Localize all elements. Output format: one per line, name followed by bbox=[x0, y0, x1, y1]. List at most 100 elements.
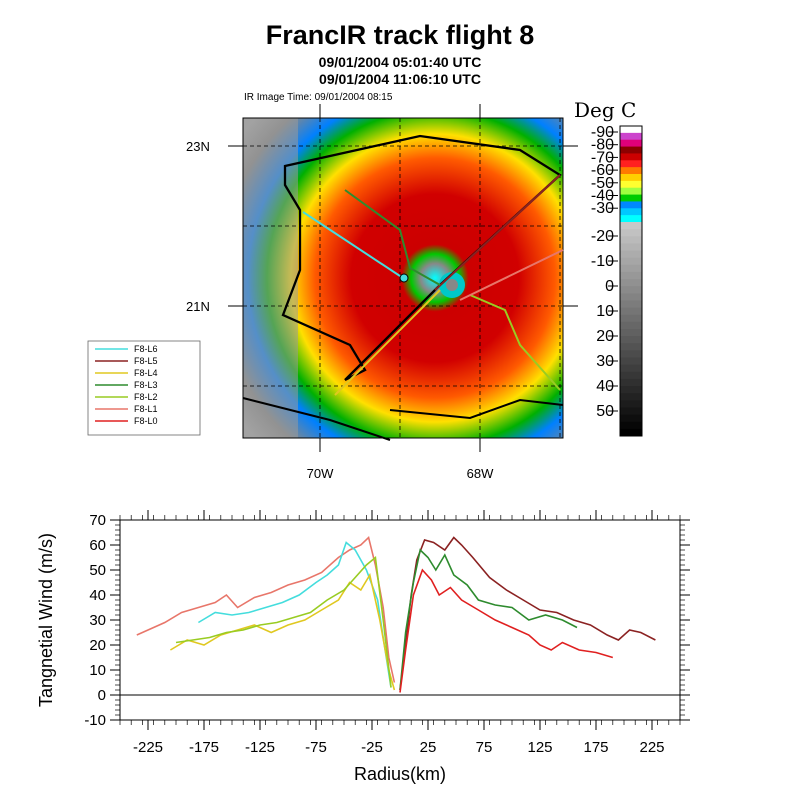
map-axis-labels: 23N 21N 70W 68W bbox=[186, 139, 494, 481]
legend-label: F8-L1 bbox=[134, 404, 158, 414]
y-tick-label: 40 bbox=[89, 587, 106, 604]
legend-label: F8-L0 bbox=[134, 416, 158, 426]
colorbar-label: -60 bbox=[591, 162, 614, 179]
colorbar-gray-swatch bbox=[620, 264, 642, 273]
track-leg-f8-l0 bbox=[389, 398, 564, 420]
colorbar-gray-swatch bbox=[620, 350, 642, 359]
colorbar-gray-swatch bbox=[620, 257, 642, 266]
series-line-1 bbox=[197, 541, 392, 688]
colorbar-swatch bbox=[620, 160, 642, 168]
x-tick-label: -225 bbox=[133, 739, 163, 756]
coastline-south bbox=[242, 397, 391, 441]
colorbar-label: 20 bbox=[596, 328, 614, 345]
colorbar-gray-swatch bbox=[620, 286, 642, 294]
legend-label: F8-L5 bbox=[134, 356, 158, 366]
colorbar-swatch bbox=[620, 167, 642, 175]
y-tick-label: 60 bbox=[89, 537, 106, 554]
colorbar-gray-swatch bbox=[620, 386, 642, 394]
x-tick-label: 75 bbox=[476, 739, 493, 756]
colorbar-label: 50 bbox=[596, 403, 614, 420]
flight-track bbox=[281, 134, 564, 420]
colorbar-gray-swatch bbox=[620, 378, 642, 387]
colorbar-gray-swatch bbox=[620, 271, 642, 280]
colorbar-label: -40 bbox=[591, 188, 614, 205]
coastline bbox=[242, 397, 391, 441]
colorbar-swatch bbox=[620, 139, 642, 148]
x-tick-label: 225 bbox=[639, 739, 664, 756]
colorbar-label: -80 bbox=[591, 137, 614, 154]
colorbar-gray-swatch bbox=[620, 293, 642, 301]
colorbar-gray-swatch bbox=[620, 371, 642, 380]
map-tick-marks bbox=[228, 104, 578, 452]
legend-label: F8-L4 bbox=[134, 368, 158, 378]
colorbar-label: -50 bbox=[591, 175, 614, 192]
track-start-marker bbox=[399, 273, 409, 283]
colorbar-swatch bbox=[620, 215, 642, 223]
colorbar-gray-swatch bbox=[620, 321, 642, 330]
colorbar-swatch bbox=[620, 180, 642, 189]
colorbar-gray-swatch bbox=[620, 314, 642, 323]
legend-label: F8-L3 bbox=[134, 380, 158, 390]
colorbar-gray-swatch bbox=[620, 307, 642, 316]
storm-eye-center bbox=[446, 279, 458, 291]
track-leg-f8-l2 bbox=[469, 294, 561, 391]
colorbar-swatch bbox=[620, 208, 642, 216]
colorbar-frame bbox=[619, 125, 643, 437]
colorbar-swatch bbox=[620, 194, 642, 202]
x-tick-label: -125 bbox=[245, 739, 275, 756]
colorbar-label: 30 bbox=[596, 353, 614, 370]
colorbar-gray-swatch bbox=[620, 414, 642, 423]
y-tick-label: 70 bbox=[89, 512, 106, 529]
colorbar-gray-swatch bbox=[620, 400, 642, 408]
x-tick-label: 175 bbox=[583, 739, 608, 756]
track-leg-f8-l1 bbox=[459, 249, 564, 301]
y-tick-label: 30 bbox=[89, 612, 106, 629]
track-leg-f8-l4 bbox=[334, 289, 441, 396]
map-frame bbox=[242, 117, 564, 439]
legend-label: F8-L2 bbox=[134, 392, 158, 402]
legend-label: F8-L6 bbox=[134, 344, 158, 354]
colorbar-label: 40 bbox=[596, 378, 614, 395]
chart-series bbox=[136, 535, 656, 693]
track-leg-f8-l5 bbox=[434, 174, 561, 291]
y-tick-label: 0 bbox=[98, 687, 106, 704]
ir-image-time: IR Image Time: 09/01/2004 08:15 bbox=[244, 92, 393, 103]
y-tick-label: 50 bbox=[89, 562, 106, 579]
colorbar-gray-swatch bbox=[620, 407, 642, 416]
y-tick-label: -10 bbox=[84, 712, 106, 729]
colorbar-gray-swatch bbox=[620, 329, 642, 337]
colorbar-label: 0 bbox=[605, 278, 614, 295]
colorbar-gray-swatch bbox=[620, 229, 642, 237]
colorbar-gray-swatch bbox=[620, 300, 642, 309]
colorbar-gray-swatch bbox=[620, 250, 642, 259]
colorbar-gray-swatch bbox=[620, 236, 642, 244]
lat-label-21n: 21N bbox=[186, 299, 210, 314]
x-tick-label: 25 bbox=[420, 739, 437, 756]
colorbar-label: -20 bbox=[591, 228, 614, 245]
y-tick-label: 20 bbox=[89, 637, 106, 654]
series-line-2 bbox=[169, 572, 396, 691]
colorbar-gray-swatch bbox=[620, 428, 642, 437]
colorbar-label: 10 bbox=[596, 303, 614, 320]
colorbar-gray-swatch bbox=[620, 343, 642, 351]
track-leg-f8-l3 bbox=[344, 189, 441, 286]
chart-title: FrancIR track flight 8 bbox=[265, 20, 535, 50]
map-gridlines bbox=[243, 118, 563, 438]
subtitle-start-time: 09/01/2004 05:01:40 UTC bbox=[318, 54, 482, 70]
chart-ticks: -225 -175 -125 -75 -25 25 75 125 175 225 -10 0 10 20 3… bbox=[84, 510, 690, 756]
colorbar-gray-swatch bbox=[620, 393, 642, 401]
colorbar-gray-swatch bbox=[620, 336, 642, 344]
colorbar-swatch bbox=[620, 153, 642, 161]
lon-label-68w: 68W bbox=[467, 466, 494, 481]
colorbar-swatch bbox=[620, 174, 642, 182]
x-tick-label: -75 bbox=[305, 739, 327, 756]
x-tick-label: -25 bbox=[361, 739, 383, 756]
track-leg-f8-l6 bbox=[302, 211, 404, 279]
colorbar-gray-swatch bbox=[620, 421, 642, 430]
colorbar: -90-80-70-60-50-40-30 -20 -10 0 10 20 30 40 50 bbox=[591, 124, 643, 437]
colorbar-label: -10 bbox=[591, 253, 614, 270]
lat-label-23n: 23N bbox=[186, 139, 210, 154]
colorbar-gray-swatch bbox=[620, 364, 642, 373]
colorbar-label: -70 bbox=[591, 149, 614, 166]
y-tick-label: 10 bbox=[89, 662, 106, 679]
